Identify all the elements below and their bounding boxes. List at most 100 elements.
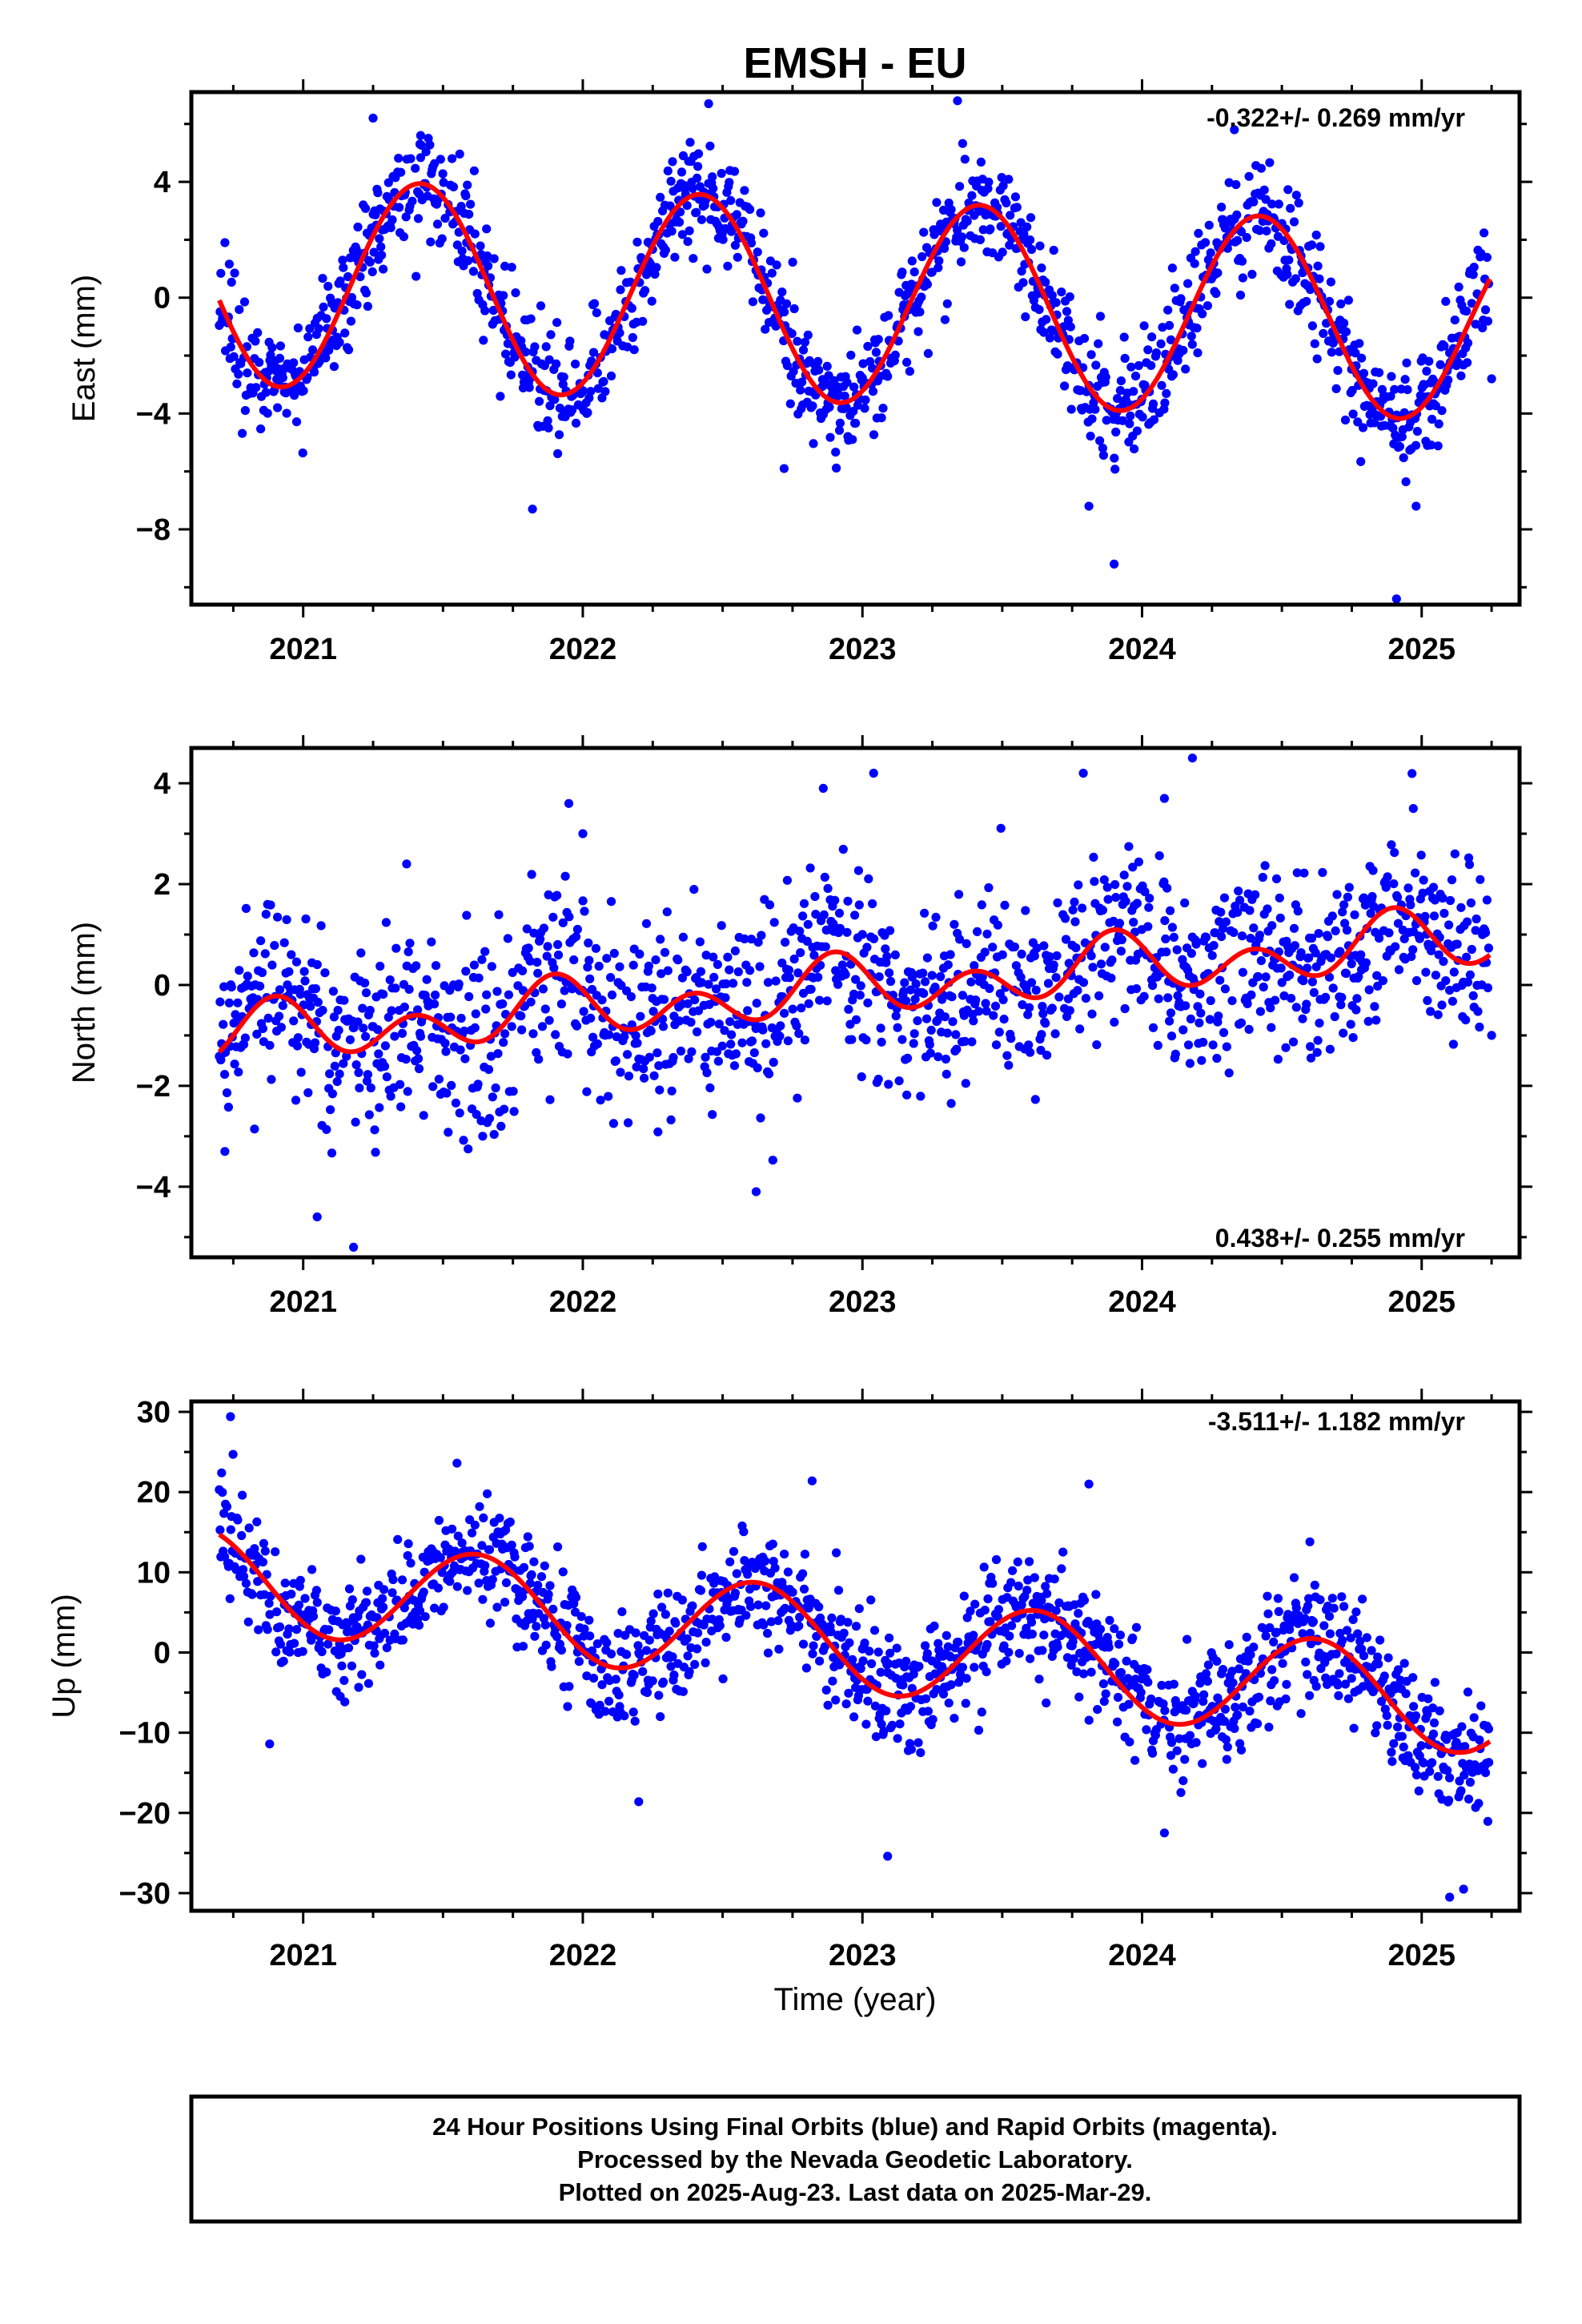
observation-point [826,1627,836,1637]
observation-point [440,1039,450,1048]
observation-point [932,198,942,207]
observation-point [464,1144,473,1154]
observation-point [611,1056,620,1066]
observation-point [690,995,700,1005]
observation-point [1036,1045,1046,1055]
observation-point [723,952,733,962]
observation-point [693,173,702,183]
observation-point [877,1719,886,1729]
observation-point [463,1586,472,1595]
observation-point [1010,942,1019,951]
observation-point [1399,453,1408,463]
observation-point [1476,875,1485,884]
observation-point [1185,1059,1195,1068]
observation-point [1343,296,1353,305]
observation-point [616,266,626,275]
observation-point [404,947,413,957]
observation-point [1220,1704,1230,1714]
observation-point [782,875,793,885]
observation-point [1136,1687,1146,1697]
observation-point [426,237,436,247]
observation-point [1167,263,1177,273]
observation-point [946,1099,956,1108]
observation-point [549,963,559,973]
observation-point [335,276,345,286]
observation-point [560,986,569,995]
observation-point [525,956,535,966]
observation-point [984,177,994,187]
observation-point [969,1630,978,1640]
observation-point [377,251,387,260]
observation-point [1086,1667,1096,1677]
observation-point [428,1082,438,1092]
observation-point [921,1694,931,1703]
observation-point [1326,953,1335,963]
observation-point [1156,339,1166,348]
observation-point [1215,975,1225,985]
observation-point [1309,987,1319,997]
observation-point [628,960,638,970]
observation-point [1249,197,1259,207]
observation-point [986,1617,995,1626]
observation-point [982,1667,991,1677]
observation-point [265,1040,275,1050]
observation-point [1090,877,1099,887]
observation-point [1194,228,1203,238]
observation-point [1450,316,1460,325]
observation-point [303,332,313,342]
observation-point [1060,381,1070,391]
observation-point [1278,1659,1287,1668]
observation-point [298,1647,307,1656]
observation-point [866,1595,876,1605]
observation-point [1166,1031,1177,1041]
observation-point [1125,419,1134,428]
observation-point [548,1604,558,1614]
observation-point [729,1061,740,1071]
observation-point [1168,1764,1178,1774]
observation-point [1456,1786,1466,1795]
observation-point [1256,956,1266,966]
observation-point [232,379,242,388]
observation-point [1017,267,1026,276]
observation-point [1002,198,1011,207]
observation-point [629,345,639,355]
observation-point [956,257,966,267]
observation-point [327,1089,337,1099]
observation-point [714,1019,724,1029]
observation-point [1004,1647,1014,1657]
observation-point [340,328,350,338]
observation-point [641,919,652,928]
observation-point [1065,1006,1074,1015]
observation-point [1162,947,1171,957]
observation-point [661,1610,671,1619]
observation-point [574,1657,584,1667]
observation-point [842,378,852,388]
observation-point [676,1046,686,1056]
observation-point [305,324,315,333]
observation-point [430,999,440,1009]
observation-point [1352,994,1362,1003]
observation-point [1434,419,1443,429]
observation-point [917,251,927,262]
observation-point [836,1614,845,1624]
observation-point [1195,1018,1204,1027]
observation-point [635,949,644,959]
footer-line-2: Processed by the Nevada Geodetic Laborat… [577,2145,1133,2173]
observation-point [966,1606,975,1616]
observation-point [470,1023,480,1032]
observation-point [863,1696,873,1706]
observation-point [239,297,250,307]
observation-point [412,1046,422,1055]
observation-point [387,1588,397,1598]
observation-point [1368,379,1378,388]
observation-point [1361,958,1371,967]
x-tick-label: 2024 [1108,633,1176,666]
observation-point [472,1110,481,1120]
observation-point [837,960,847,970]
observation-point [1375,368,1384,377]
observation-point [1196,1008,1206,1018]
observation-point [1154,994,1163,1003]
observation-point [653,1589,663,1599]
observation-point [540,1004,550,1014]
observation-point [725,1017,735,1027]
